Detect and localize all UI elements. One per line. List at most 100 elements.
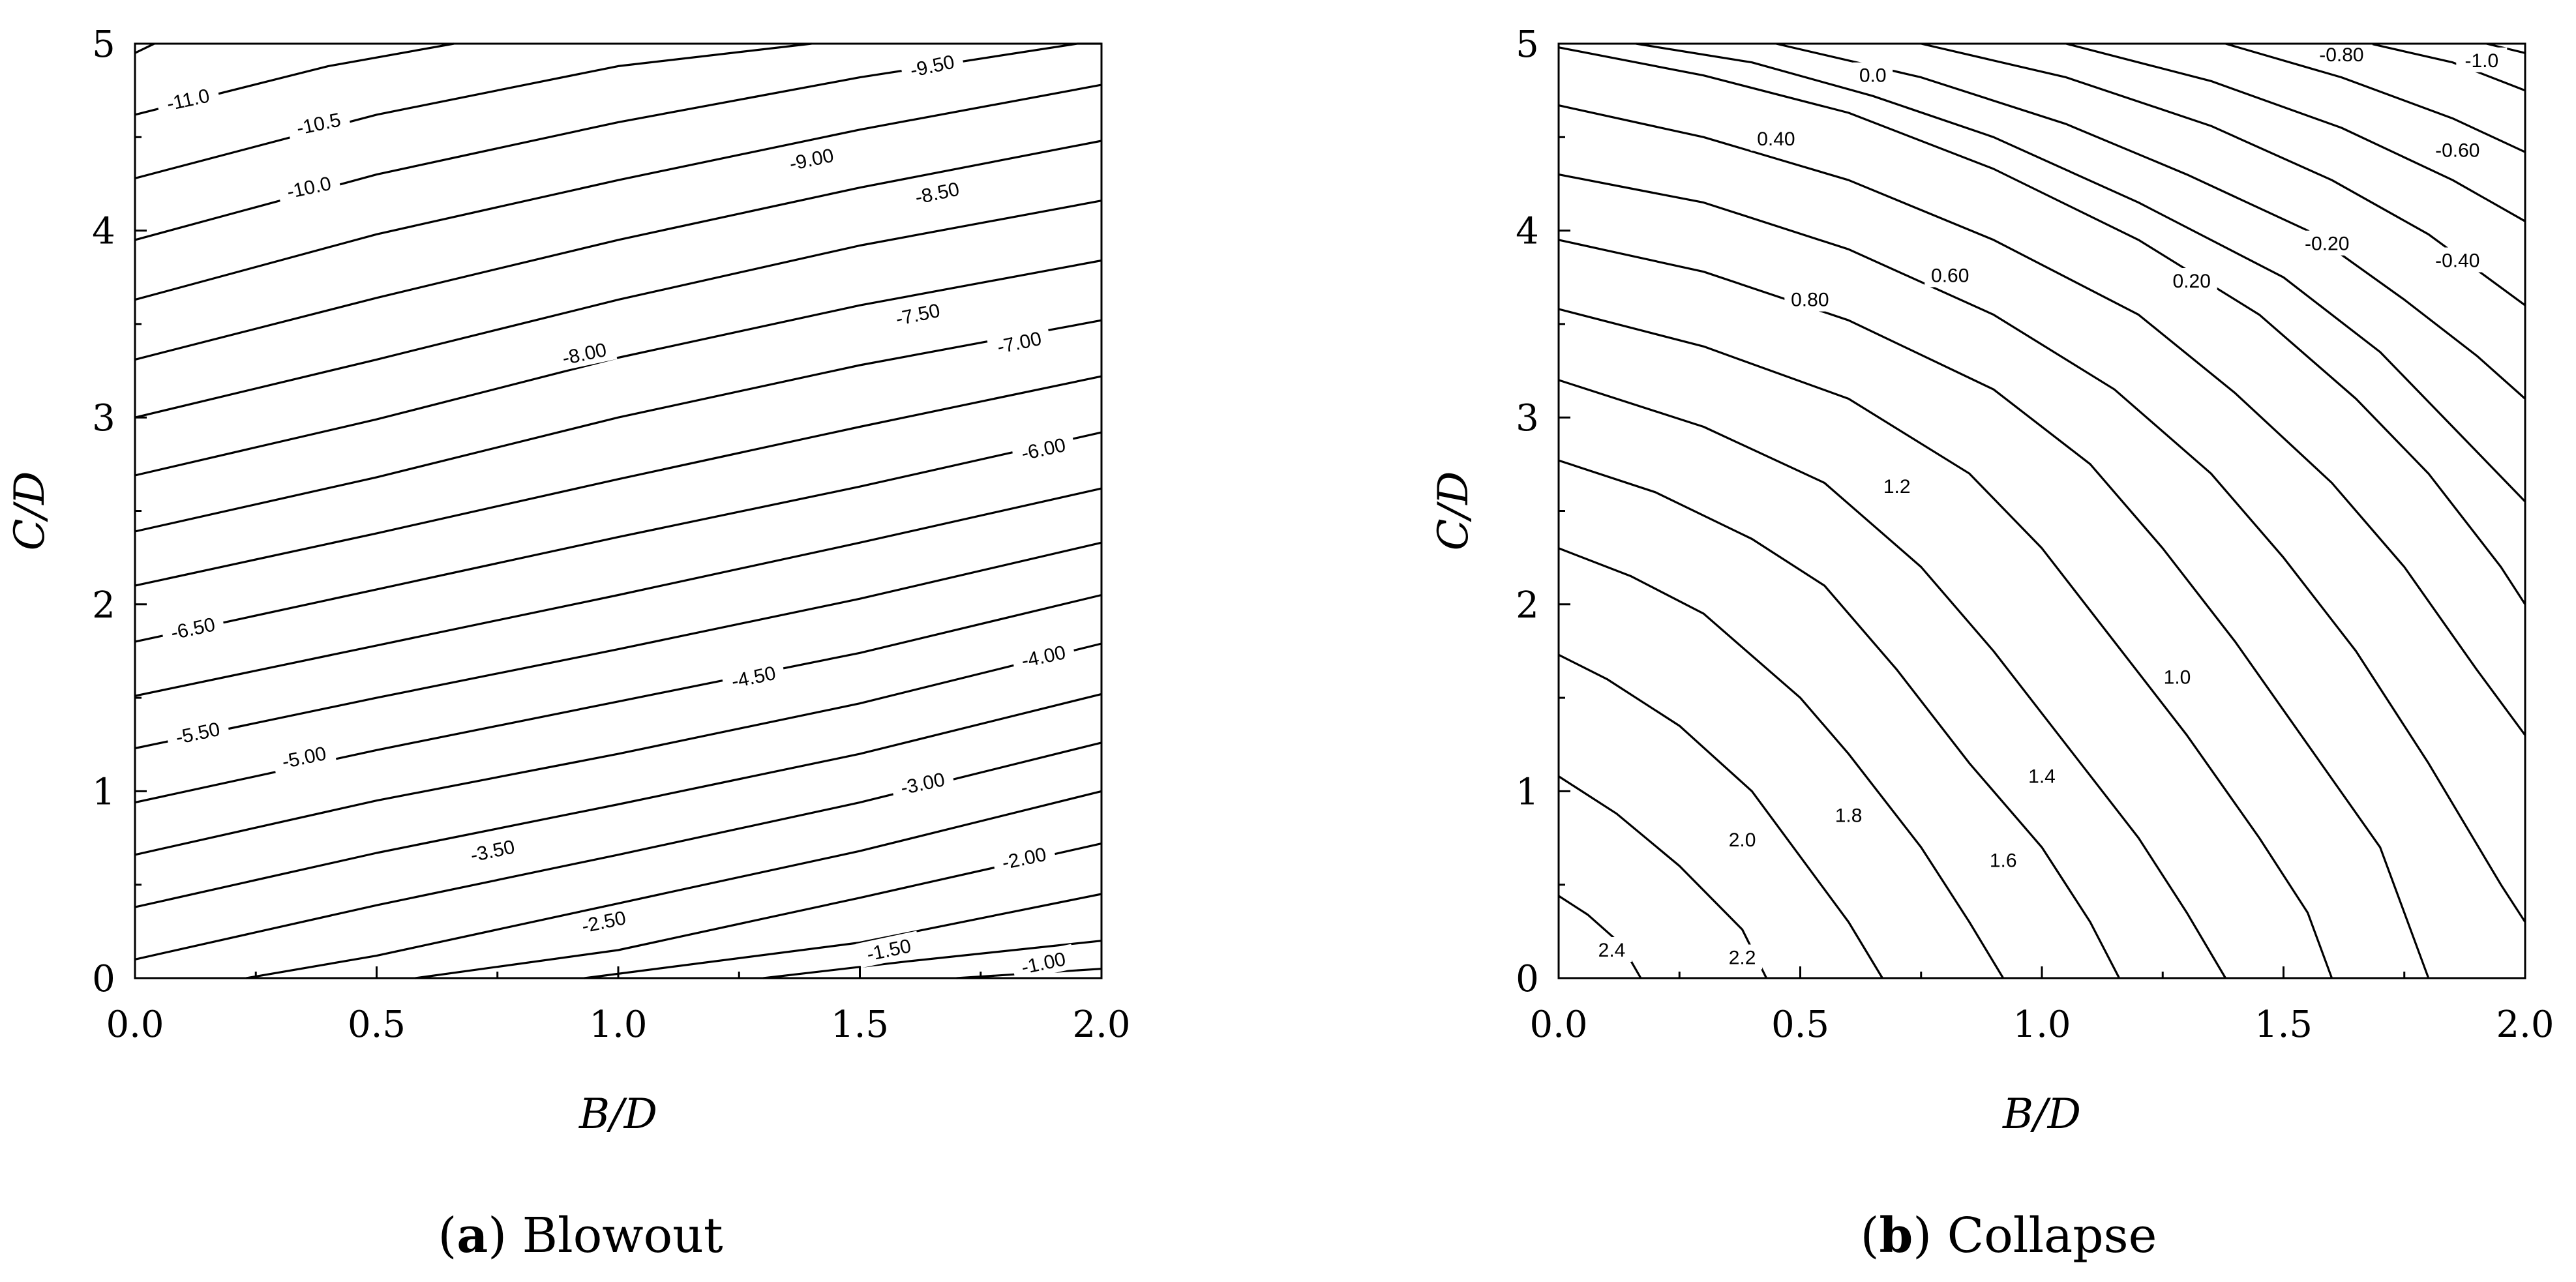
panel-b-contour-label-group: 2.0 [1722, 826, 1763, 852]
panel-a-contour-label-group: -3.00 [890, 764, 956, 802]
panel-a-contour-label: -2.50 [580, 907, 628, 937]
panel-a-contour-label: -2.00 [1000, 844, 1049, 874]
panel-a-x-tick-label: 0.0 [106, 1004, 164, 1046]
panel-a-contour-label: -3.00 [899, 769, 947, 799]
panel-b-contour-line [1558, 547, 2005, 979]
panel-a-contour-line [134, 42, 155, 54]
panel-b-contour-label: 1.0 [2164, 667, 2191, 689]
panel-b-contour-label-bg [1853, 62, 1893, 87]
panel-a-contour-label-bg [459, 831, 526, 869]
panel-b-contour-label-group: -1.0 [2456, 47, 2508, 72]
panel-a-contour-line [415, 842, 1102, 979]
panel-a-contour-label-group: -5.50 [164, 714, 231, 752]
panel-b-x-tick-label: 1.5 [2254, 1004, 2313, 1046]
panel-a-contour-line [584, 893, 1102, 979]
panel-b-contour-label: 2.2 [1729, 947, 1756, 969]
panel-a-contour-label: -3.50 [469, 836, 517, 866]
panel-a-contour-label-group: -11.0 [155, 80, 221, 118]
panel-b-y-tick-label: 3 [1516, 397, 1539, 440]
panel-b-contour-line [1558, 173, 2526, 923]
panel-b-contour-label: 1.4 [2028, 766, 2056, 788]
panel-b-contour-label-bg [2310, 42, 2373, 67]
panel-a-contour-label: -7.00 [995, 328, 1043, 358]
panel-b-contour-label-bg [1722, 944, 1763, 970]
panel-a-y-tick-label: 3 [92, 397, 115, 440]
panel-a-x-tick-label: 1.0 [589, 1004, 647, 1046]
panel-a-contour-line [134, 140, 1102, 361]
panel-a-contour-line [134, 642, 1102, 856]
panel-a-contour-label-group: -8.50 [904, 173, 970, 211]
panel-a-contour-label: -7.50 [894, 300, 942, 330]
panel-b-contour-label: 1.2 [1883, 476, 1911, 498]
panel-a-contour-label-bg [986, 323, 1053, 361]
panel-b-contour-label-group: 0.20 [2166, 268, 2217, 293]
panel-a-contour-label-group: -5.00 [271, 738, 337, 776]
panel-a-contour-label-group: -9.50 [899, 46, 965, 84]
panel-a-y-tick-label: 0 [92, 958, 115, 1000]
panel-a-contour-label-bg [1010, 637, 1077, 675]
panel-a-contour-label-group: -4.50 [720, 658, 786, 696]
panel-a-x-tick-label: 1.5 [831, 1004, 889, 1046]
panel-b-contour-label-group: 1.6 [1983, 847, 2024, 872]
panel-b-contour-label-bg [1722, 826, 1763, 852]
panel-a-contour-label-bg [904, 173, 970, 211]
panel-b-contour-label-bg [2296, 230, 2358, 256]
panel-a-contour-label-group: -10.5 [285, 104, 352, 142]
panel-b-contour-label-bg [2426, 247, 2489, 273]
panel-a-x-axis-label: B/D [578, 1090, 657, 1139]
panel-a-contour-line [134, 375, 1102, 587]
panel-b-contour-label-group: 0.60 [1925, 262, 1976, 288]
panel-b-contour-label-group: 1.0 [2157, 664, 2197, 689]
panel-a-contour-line [763, 940, 1102, 979]
panel-b-contour-label: 2.0 [1729, 829, 1756, 851]
panel-a-contour-line [134, 42, 1101, 241]
panel-a-axis-ticks: 0.0 0.5 1.0 1.5 2.0 0 1 2 3 4 5 [92, 23, 1130, 1046]
panel-a-contour-label-bg [890, 764, 956, 802]
panel-b-contour-label-group: 0.80 [1784, 286, 1836, 312]
panel-a-contour-label-group: -3.50 [459, 831, 526, 869]
panel-a-contour-label-bg [1010, 944, 1077, 981]
panel-b-contours [1558, 42, 2526, 979]
panel-b-contour-label-bg [2456, 47, 2508, 72]
panel-a-contour-label: -4.00 [1019, 642, 1068, 672]
panel-a-contour-label-group: -2.50 [571, 902, 637, 940]
panel-b-contour-label: 1.6 [1990, 850, 2017, 871]
panel-b-contour-label-bg [2157, 664, 2197, 689]
panel-a-contour-label-group: -4.00 [1010, 637, 1077, 675]
panel-b-contour-label-bg [1983, 847, 2024, 872]
panel-a-contour-label-group: -6.00 [1010, 430, 1077, 468]
panel-a-caption: (a) Blowout [438, 1208, 723, 1264]
panel-b-caption-letter: b [1879, 1208, 1913, 1264]
panel-b-x-axis-label: B/D [2002, 1090, 2081, 1139]
panel-a-contour-label: -8.00 [560, 339, 608, 369]
panel-a-contour-label-group: -8.00 [551, 335, 618, 372]
panel-a-x-tick-label: 0.5 [348, 1004, 406, 1046]
panel-b-contour-line [1776, 42, 2526, 400]
panel-b-contour-label-bg [2426, 137, 2489, 162]
panel-b-collapse: 0.0-0.80 -1.00.40-0.600.60-0.20-0.400.800… [1430, 23, 2554, 1264]
panel-a-y-tick-label: 2 [92, 584, 115, 627]
panel-b-contour-label: -0.40 [2435, 250, 2479, 272]
panel-a-contour-label: -10.5 [295, 109, 343, 139]
panel-b-contour-label: -0.20 [2305, 233, 2349, 255]
panel-b-contour-line [1558, 653, 1883, 979]
panel-a-contour-line [134, 319, 1102, 533]
panel-b-contour-label-bg [1877, 473, 1917, 499]
panel-b-contour-label-bg [1784, 286, 1836, 312]
panel-a-contour-label: -9.50 [908, 52, 957, 82]
panel-b-contour-line [1558, 379, 2226, 979]
panel-b-contour-label-bg [1925, 262, 1976, 288]
panel-b-y-axis-label: C/D [1430, 471, 1478, 551]
panel-b-contour-label-bg [2166, 268, 2217, 293]
panel-a-contour-label: -8.50 [913, 179, 961, 209]
panel-a-contour-label: -10.0 [285, 173, 333, 203]
panel-a-y-axis-label: C/D [6, 471, 54, 551]
panel-b-contour-label-bg [1592, 937, 1632, 962]
panel-a-contour-line [134, 487, 1102, 697]
panel-b-contour-line [1558, 104, 2526, 736]
panel-b-y-tick-label: 2 [1516, 584, 1539, 627]
panel-a-contour-label-group: -6.50 [160, 609, 226, 647]
panel-a-contour-line [134, 83, 1102, 301]
panel-b-contour-label-group: 0.0 [1853, 62, 1893, 87]
